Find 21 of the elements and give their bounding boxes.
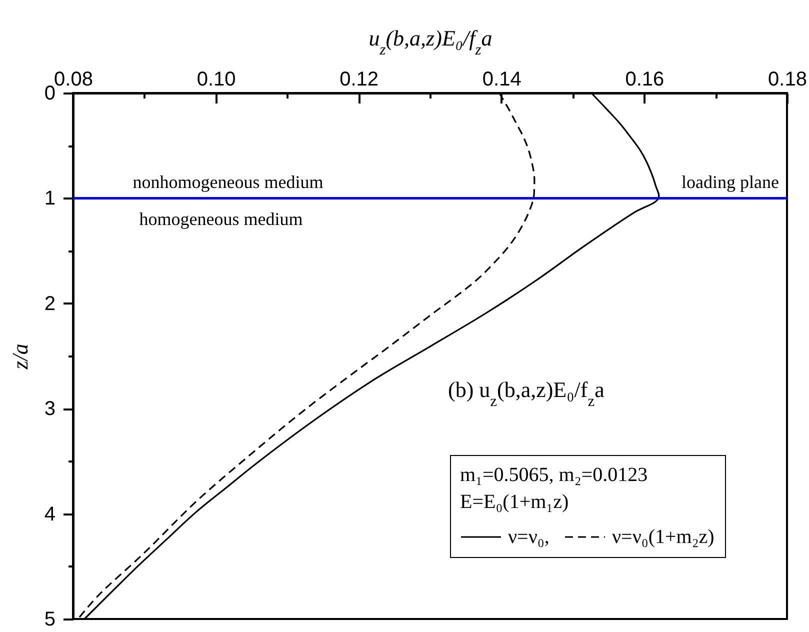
legend-label: ν=ν₀(1+m₂z) [612, 526, 714, 548]
ref-line-label: loading plane [682, 172, 779, 192]
y-tick-label: 1 [44, 188, 56, 210]
legend-label: ν=ν₀, [508, 526, 550, 548]
y-tick-label: 3 [44, 398, 56, 420]
x-tick-label: 0.12 [340, 68, 379, 90]
x-tick-label: 0.16 [625, 68, 664, 90]
y-tick-label: 4 [44, 503, 56, 526]
y-tick-label: 2 [44, 292, 56, 315]
annotation: nonhomogeneous medium [132, 172, 324, 192]
y-axis-title: z/a [7, 344, 32, 370]
x-tick-label: 0.14 [482, 68, 522, 90]
annotation: (b) u$_{z}$(b,a,z)E₀/f$_{z}$a [448, 377, 605, 410]
x-axis-title: u$_{z}$(b,a,z)E₀/f$_{z}$a [368, 26, 492, 58]
x-tick-label: 0.18 [768, 68, 807, 90]
annotation: homogeneous medium [139, 209, 303, 229]
legend-title: m₁=0.5065, m₂=0.0123 E=E₀(1+m₁z) [460, 464, 648, 513]
x-tick-label: 0.10 [196, 68, 236, 90]
x-tick-label: 0.08 [54, 68, 93, 90]
y-tick-label: 5 [44, 608, 56, 630]
y-tick-label: 0 [44, 82, 56, 104]
